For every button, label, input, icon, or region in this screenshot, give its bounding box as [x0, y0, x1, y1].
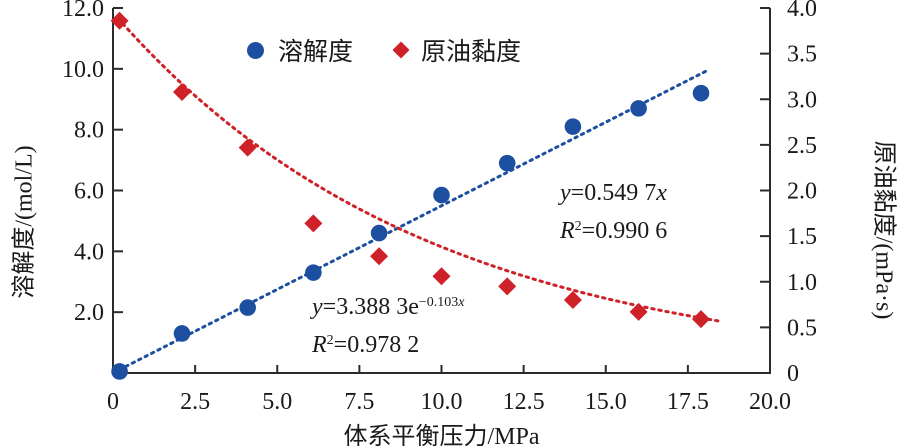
solubility-trendline [111, 68, 710, 375]
viscosity-point [172, 82, 191, 101]
left-y-tick-label: 2.0 [74, 300, 104, 326]
x-tick-label: 7.5 [344, 389, 374, 415]
right-y-tick-label: 3.5 [787, 42, 817, 68]
right-y-tick-label: 1.5 [787, 224, 817, 250]
solubility-point [173, 325, 191, 342]
left-y-tick-label: 8.0 [74, 118, 104, 144]
solubility-point [111, 363, 128, 380]
solubility-point [564, 118, 582, 135]
viscosity-point [432, 267, 451, 286]
x-tick-label: 0 [107, 389, 119, 415]
x-tick-label: 12.5 [503, 389, 545, 415]
x-axis-title: 体系平衡压力/MPa [343, 424, 540, 446]
right-y-tick-label: 0.5 [787, 315, 817, 341]
legend-label-solubility: 溶解度 [278, 39, 354, 66]
right-y-axis-title: 原油黏度/(mPa·s) [870, 140, 897, 320]
right-y-tick-label: 4.0 [787, 0, 817, 22]
x-tick-label: 17.5 [667, 389, 709, 415]
right-y-tick-label: 2.0 [787, 179, 817, 205]
legend-item-viscosity: 原油黏度 [392, 32, 522, 68]
viscosity-point [692, 310, 711, 329]
left-y-axis-title: 溶解度/(mol/L) [11, 145, 38, 299]
viscosity-point [238, 138, 257, 157]
left-y-tick-label: 4.0 [74, 239, 104, 265]
x-tick-label: 10.0 [421, 389, 463, 415]
right-y-tick-label: 1.0 [787, 270, 817, 296]
x-tick-label: 5.0 [262, 389, 292, 415]
solubility-trend-equation: y=0.549 7x R2=0.990 6 [560, 180, 668, 244]
x-tick-label: 15.0 [585, 389, 627, 415]
solubility-circle-icon [247, 41, 264, 59]
viscosity-point [110, 11, 129, 30]
viscosity-point [304, 214, 323, 233]
viscosity-point [498, 277, 517, 296]
viscosity-diamond-icon [392, 41, 410, 59]
right-y-tick-label: 2.5 [787, 133, 817, 159]
legend: 溶解度 原油黏度 [247, 32, 521, 68]
viscosity-point [370, 247, 389, 266]
viscosity-trend-equation: y=3.388 3e−0.103x R2=0.978 2 [312, 294, 465, 358]
legend-item-solubility: 溶解度 [247, 32, 353, 68]
solubility-point [305, 264, 322, 281]
solubility-point [630, 100, 647, 117]
solubility-point [433, 186, 450, 204]
solubility-point [498, 154, 516, 172]
viscosity-point [563, 291, 582, 309]
solubility-point [370, 224, 388, 242]
viscosity-point [629, 302, 648, 321]
legend-label-viscosity: 原油黏度 [421, 39, 522, 66]
right-y-tick-label: 3.0 [787, 87, 817, 113]
x-tick-label: 20.0 [749, 389, 791, 415]
solubility-point [692, 84, 710, 102]
left-y-tick-label: 6.0 [74, 179, 104, 205]
x-tick-label: 2.5 [180, 389, 210, 415]
left-y-tick-label: 12.0 [62, 0, 104, 22]
solubility-point [239, 299, 256, 316]
left-y-tick-label: 10.0 [62, 57, 104, 83]
right-y-tick-label: 0 [787, 361, 799, 387]
viscosity-trendline [121, 22, 724, 324]
